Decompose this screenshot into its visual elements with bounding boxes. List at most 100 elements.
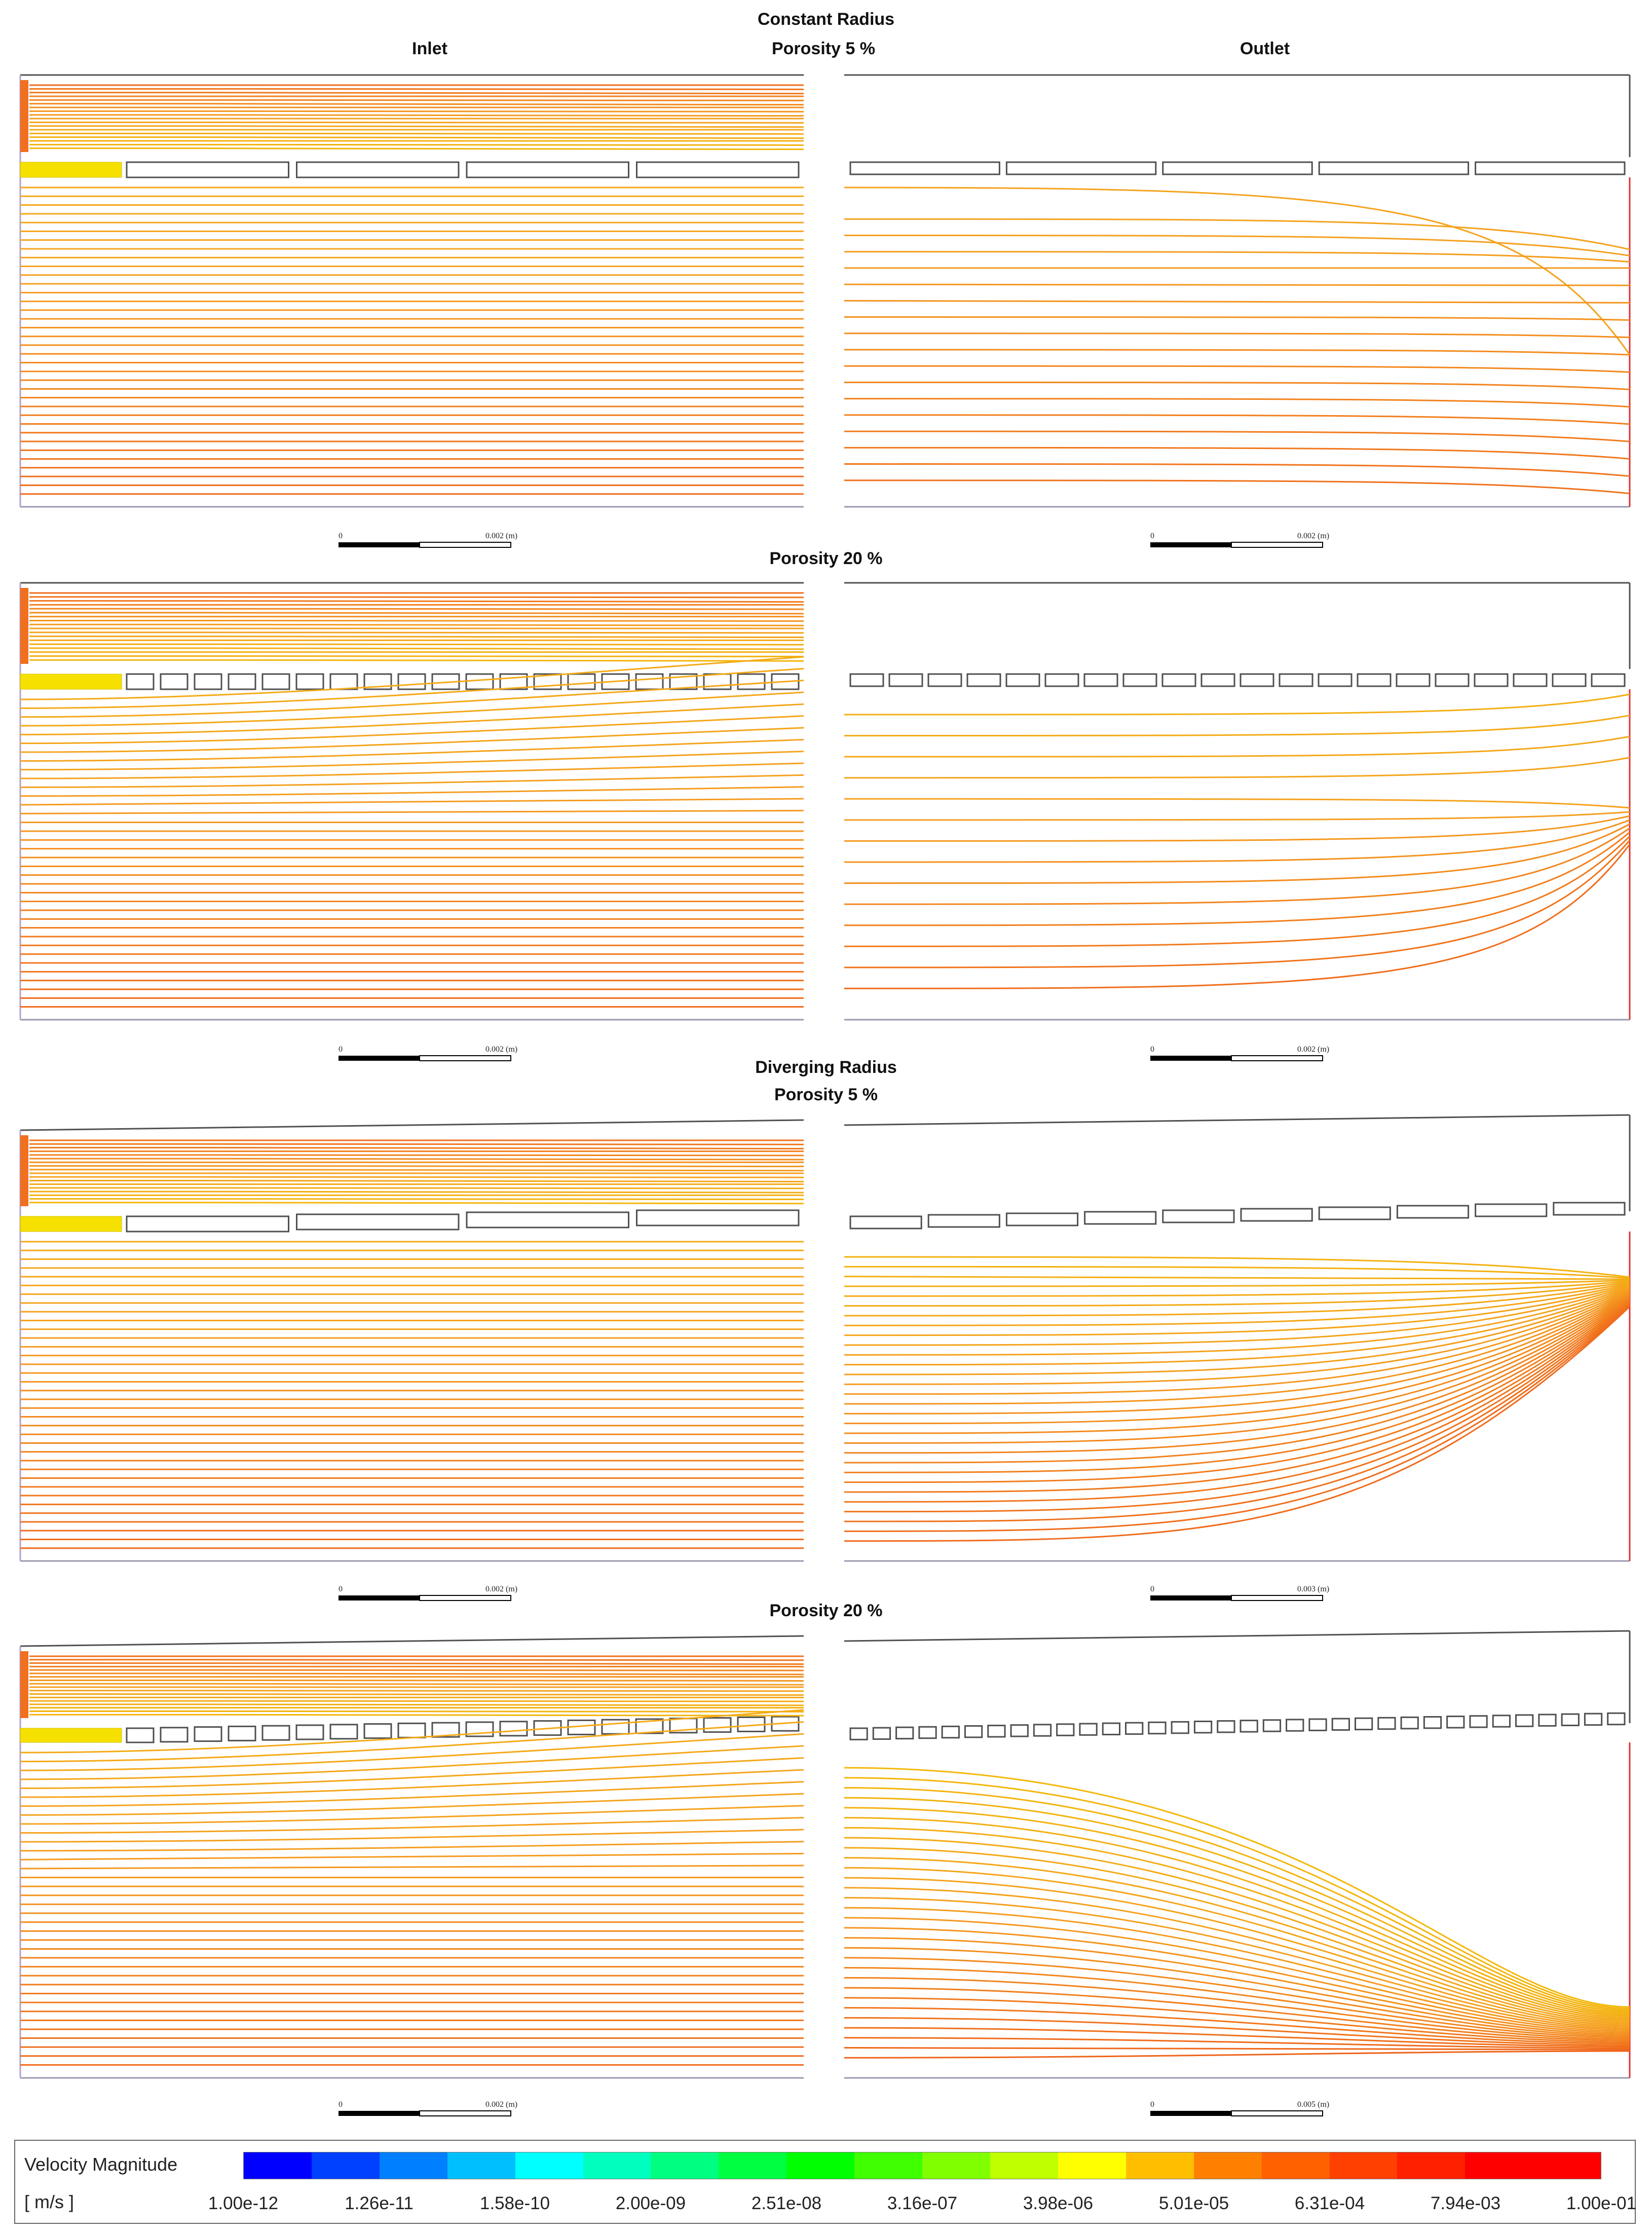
scale-bar: 0 0.003 (m) — [1150, 1585, 1329, 1601]
streamline-annular — [29, 143, 804, 146]
streamline-outlet — [844, 1977, 1630, 2040]
porous-wall-segment — [126, 1727, 155, 1743]
scale-bar: 0 0.002 (m) — [1150, 1045, 1329, 1061]
streamline-annular — [29, 1662, 804, 1665]
colorbar-swatch — [922, 2152, 990, 2179]
porous-wall-segment — [329, 673, 358, 690]
streamline-core — [20, 1709, 804, 1754]
porous-wall-segment — [1200, 673, 1235, 687]
streamline-annular — [29, 1679, 804, 1682]
streamline-outlet — [844, 349, 1630, 356]
porous-wall-segment — [465, 673, 494, 690]
streamline-outlet — [844, 414, 1630, 425]
streamline-core — [20, 1781, 804, 1807]
porous-wall-segment — [1279, 673, 1313, 687]
streamline-annular — [29, 643, 804, 646]
legend-tick-label: 1.00e-12 — [208, 2193, 279, 2213]
inlet-jet — [20, 1651, 28, 1718]
scale-bar-filled — [1150, 1595, 1231, 1601]
scale-bar-label: 0.002 (m) — [485, 1045, 517, 1054]
porous-wall-segment — [194, 673, 222, 690]
streamline-outlet — [844, 811, 1630, 821]
streamline-outlet — [844, 1291, 1630, 1405]
porous-wall-segment — [397, 1722, 426, 1738]
porous-wall-segment — [1331, 1718, 1350, 1731]
porous-wall-segment — [1400, 1716, 1419, 1730]
inlet-lip — [20, 1728, 122, 1743]
inlet-panel — [19, 582, 804, 1021]
streamline-annular — [29, 1165, 804, 1168]
streamline-outlet — [844, 844, 1631, 989]
scale-bar: 0 0.002 (m) — [1150, 532, 1329, 548]
porous-wall-segment — [1122, 673, 1157, 687]
colorbar-swatch — [1465, 2152, 1533, 2179]
streamline-outlet — [844, 1305, 1631, 1532]
streamline-annular — [29, 1169, 804, 1172]
streamline-annular — [29, 600, 804, 603]
streamline-outlet — [844, 1897, 1630, 2028]
streamline-core — [20, 774, 804, 788]
streamline-annular — [29, 619, 804, 622]
scale-bar-filled — [1150, 542, 1231, 547]
streamline-outlet — [844, 1997, 1630, 2043]
streamline-outlet — [844, 735, 1630, 758]
legend-tick-label: 2.51e-08 — [751, 2193, 822, 2213]
streamline-outlet — [844, 1887, 1630, 2026]
porous-wall-segment — [964, 1725, 983, 1738]
porous-wall-segment — [160, 1727, 189, 1743]
streamline-core — [20, 798, 804, 806]
streamline-annular — [29, 103, 804, 106]
streamline-annular — [29, 647, 804, 650]
porous-wall-segment — [1240, 1208, 1313, 1222]
streamline-core — [20, 738, 804, 762]
porous-wall-segment — [849, 1727, 868, 1740]
scale-bar-filled — [339, 2111, 420, 2116]
porous-wall-segment — [918, 1726, 937, 1739]
scale-bar-zero: 0 — [1150, 1585, 1154, 1593]
scale-bar: 0 0.002 (m) — [339, 1585, 517, 1601]
legend-tick-label: 1.58e-10 — [479, 2193, 550, 2213]
streamline-outlet — [844, 1787, 1630, 2011]
porous-wall-segment — [228, 1725, 256, 1741]
streamline-annular — [29, 147, 804, 151]
streamline-annular — [29, 132, 804, 135]
streamline-core — [20, 751, 804, 771]
streamline-annular — [29, 636, 804, 639]
scale-bar: 0 0.002 (m) — [339, 1045, 517, 1061]
streamline-outlet — [844, 1280, 1630, 1297]
porous-wall-segment — [1561, 1713, 1580, 1727]
streamline-outlet — [844, 1777, 1630, 2009]
inlet-panel — [19, 74, 804, 508]
streamline-outlet — [844, 2027, 1630, 2048]
streamline-core — [20, 1733, 804, 1771]
velocity-legend: Velocity Magnitude [ m/s ] 1.00e-12 1.26e… — [14, 2140, 1636, 2224]
scale-bar-label: 0.002 (m) — [485, 532, 517, 540]
streamline-annular — [29, 1179, 804, 1182]
streamline-outlet — [844, 2007, 1630, 2044]
streamline-core — [20, 1841, 804, 1852]
streamline-outlet — [844, 1937, 1630, 2034]
streamline-core — [20, 1817, 804, 1834]
streamline-core — [20, 1757, 804, 1789]
streamline-outlet — [844, 430, 1630, 442]
porous-wall-segment — [126, 1215, 289, 1233]
panel-row-1: 0 0.002 (m) 0 0.002 (m) — [19, 74, 1631, 548]
inlet-lip — [20, 162, 122, 178]
legend-title: Velocity Magnitude — [24, 2154, 178, 2175]
porous-wall-segment — [1005, 673, 1040, 687]
streamline-annular — [29, 1146, 804, 1149]
porous-wall-segment — [1171, 1721, 1189, 1734]
title-diverging-radius: Diverging Radius — [755, 1058, 897, 1077]
inlet-jet — [20, 588, 28, 664]
inlet-jet — [20, 1135, 28, 1206]
streamline-outlet — [844, 332, 1630, 339]
porous-wall-segment — [295, 673, 324, 690]
porous-wall-segment — [849, 161, 1000, 175]
streamline-annular — [29, 1158, 804, 1161]
streamline-outlet — [844, 381, 1630, 390]
streamline-outlet — [844, 1907, 1630, 2029]
streamline-outlet — [844, 446, 1630, 460]
porous-wall-segment — [1475, 161, 1626, 175]
porous-wall-segment — [533, 673, 562, 690]
streamline-outlet — [844, 840, 1631, 969]
